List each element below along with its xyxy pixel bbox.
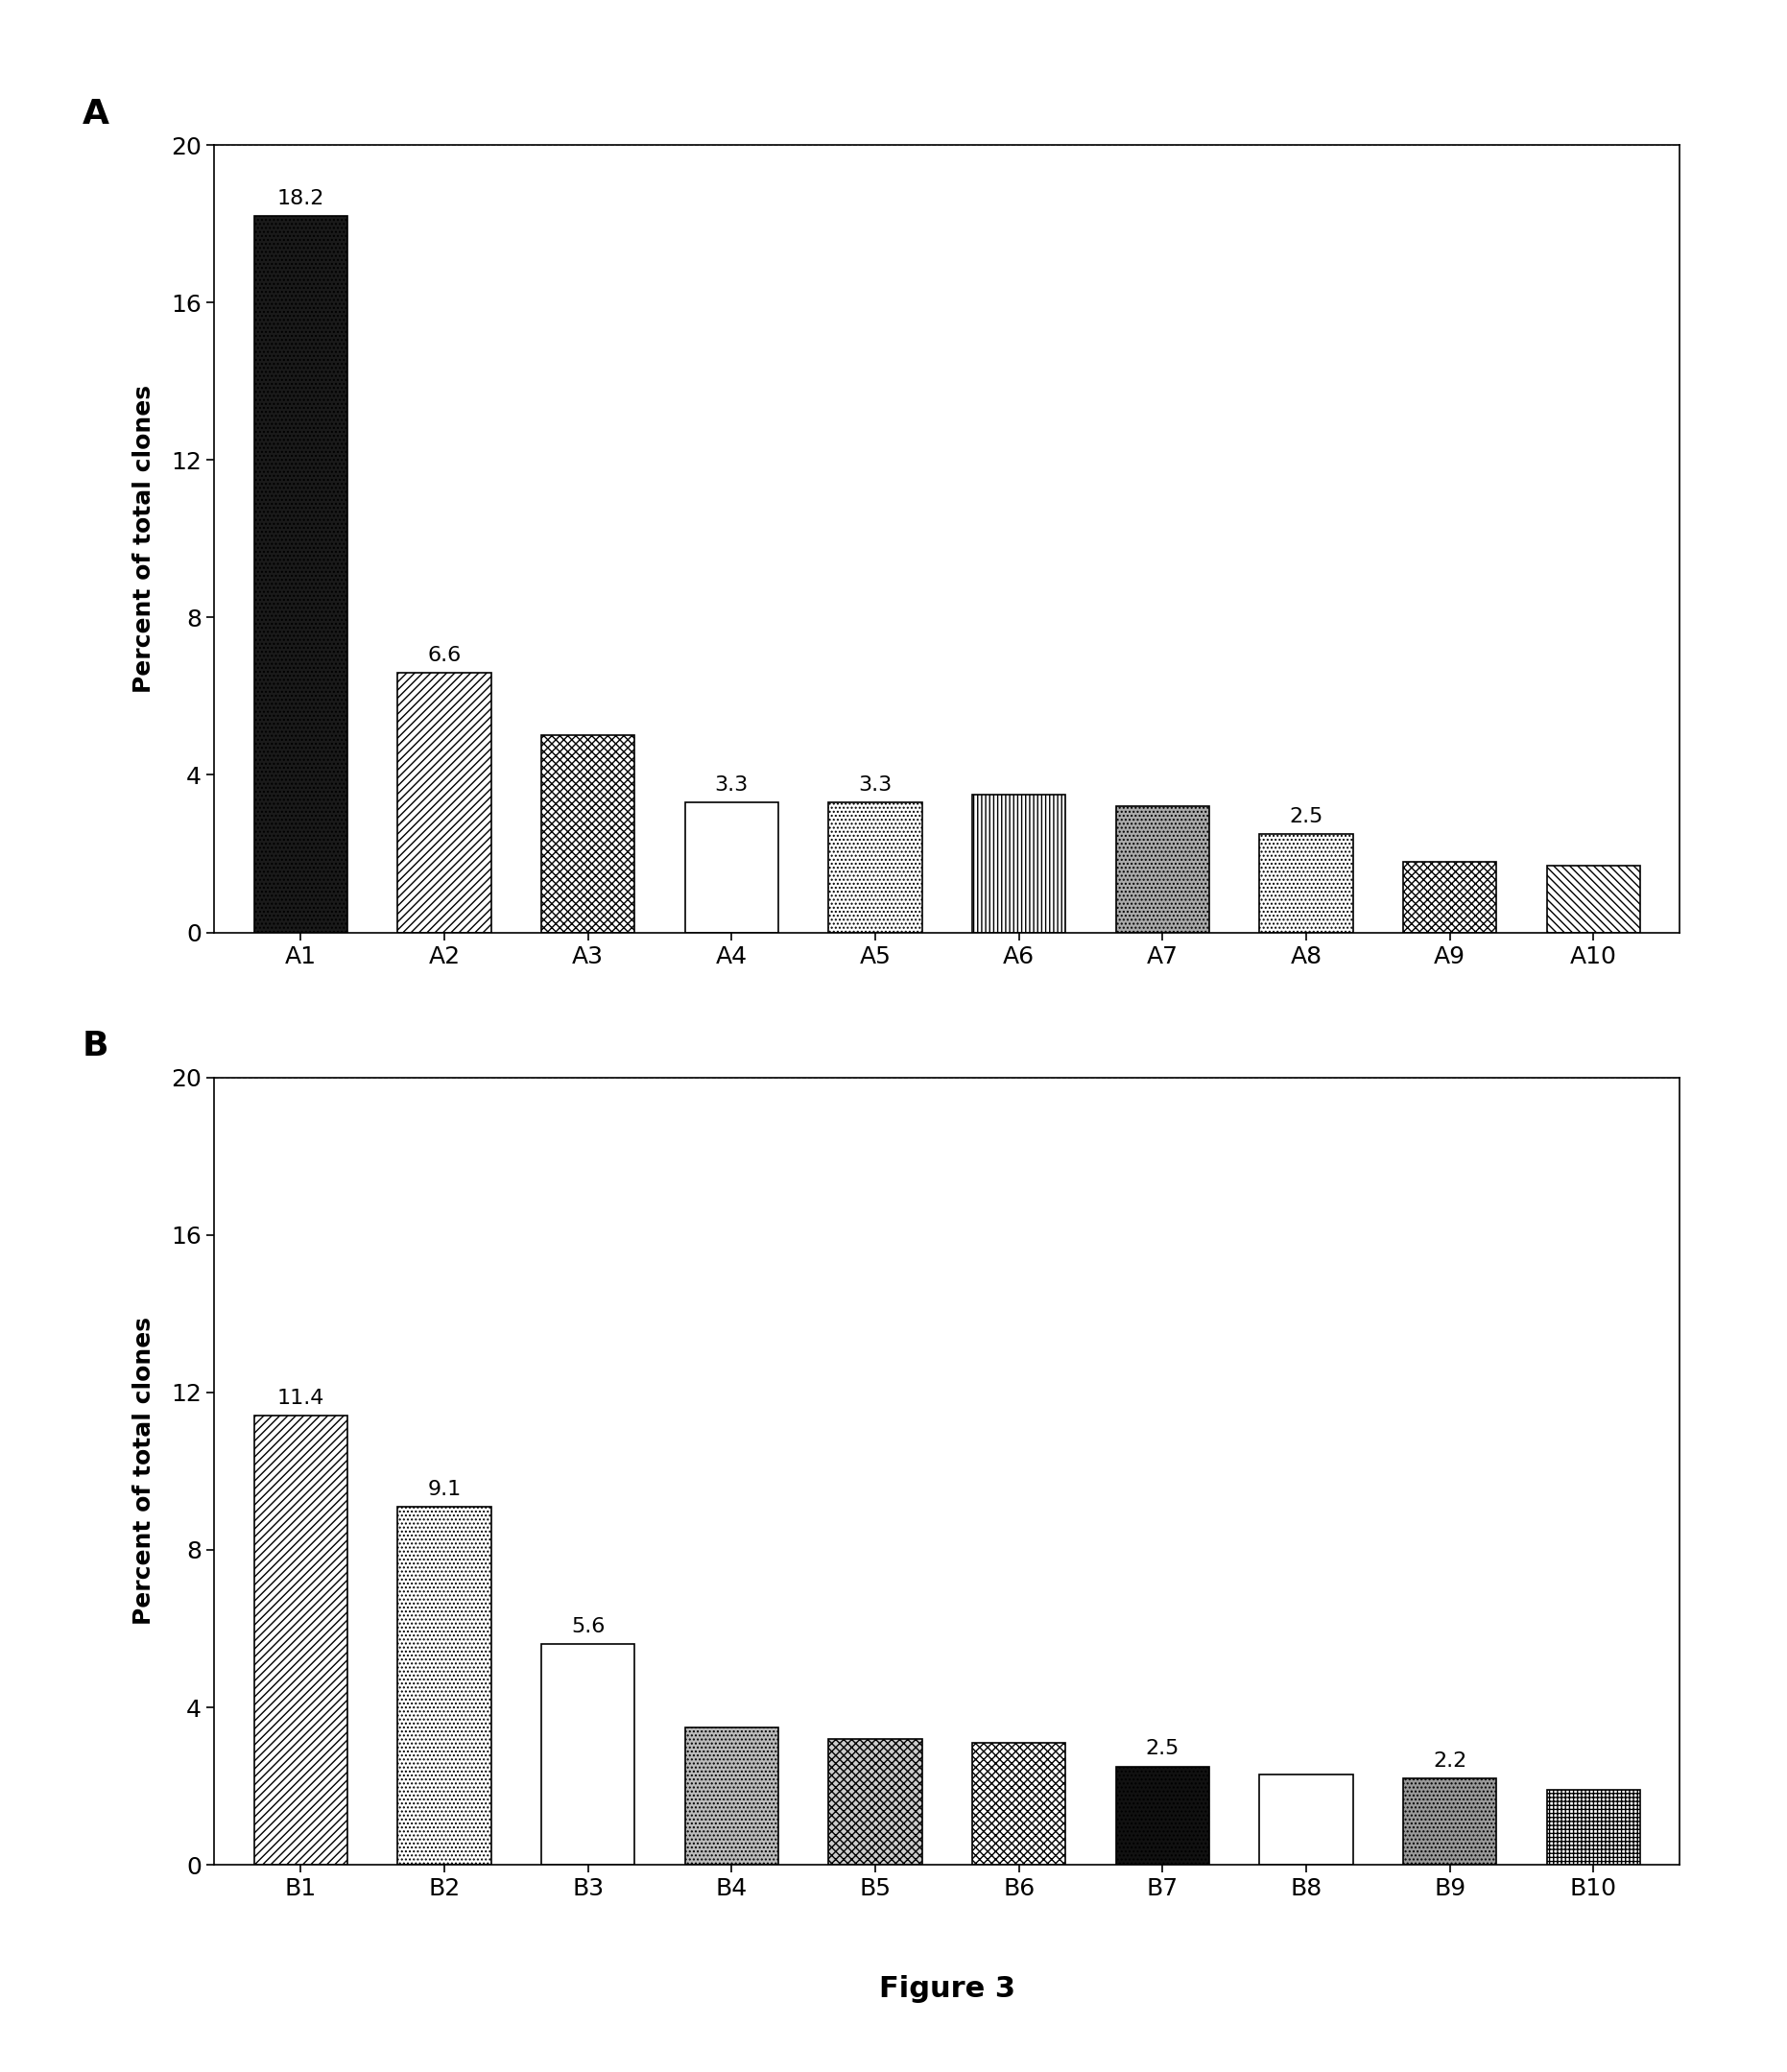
Text: 18.2: 18.2 (277, 189, 323, 207)
Bar (397, 673, 491, 932)
Text: 11.4: 11.4 (277, 1388, 323, 1409)
Bar (1548, 866, 1640, 932)
Bar (254, 1415, 347, 1865)
Text: 2.5: 2.5 (1145, 1738, 1179, 1759)
Bar (541, 736, 634, 932)
Bar (1115, 1765, 1210, 1865)
Text: 9.1: 9.1 (427, 1479, 461, 1498)
Bar (684, 1728, 779, 1865)
Text: B: B (82, 1030, 109, 1063)
Bar (829, 802, 922, 932)
Bar (972, 1743, 1065, 1865)
Text: 3.3: 3.3 (715, 775, 749, 794)
Bar (1260, 1774, 1353, 1865)
Bar (1548, 1790, 1640, 1865)
Text: 2.5: 2.5 (1288, 806, 1322, 827)
Y-axis label: Percent of total clones: Percent of total clones (132, 385, 155, 692)
Bar (1403, 862, 1496, 932)
Bar (1115, 806, 1210, 932)
Bar (972, 794, 1065, 932)
Text: Figure 3: Figure 3 (879, 1975, 1015, 2004)
Bar (541, 1645, 634, 1865)
Text: A: A (82, 97, 109, 131)
Text: 3.3: 3.3 (858, 775, 892, 794)
Bar (829, 1738, 922, 1865)
Bar (397, 1506, 491, 1865)
Y-axis label: Percent of total clones: Percent of total clones (132, 1318, 155, 1624)
Bar (1403, 1778, 1496, 1865)
Text: 5.6: 5.6 (572, 1618, 606, 1637)
Bar (684, 802, 779, 932)
Text: 6.6: 6.6 (427, 646, 461, 665)
Bar (1260, 833, 1353, 932)
Bar (254, 215, 347, 932)
Text: 2.2: 2.2 (1433, 1751, 1467, 1769)
